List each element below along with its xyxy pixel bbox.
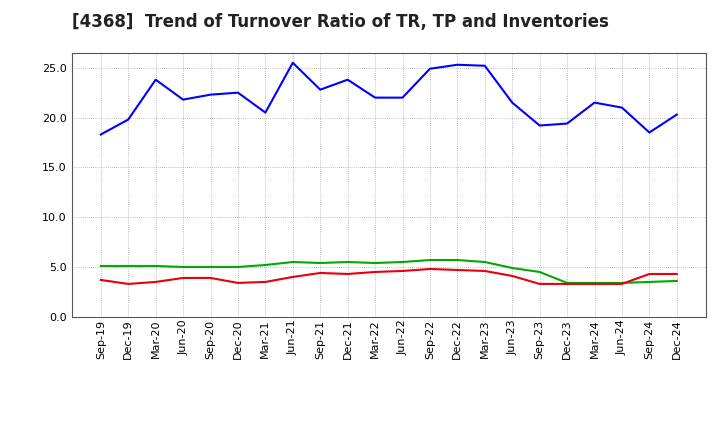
Trade Receivables — [233, 280, 242, 286]
Trade Receivables — [508, 273, 516, 279]
Inventories — [289, 259, 297, 264]
Trade Receivables — [124, 281, 132, 286]
Trade Payables — [261, 110, 270, 115]
Trade Receivables — [179, 275, 187, 281]
Line: Trade Payables: Trade Payables — [101, 63, 677, 135]
Trade Payables — [371, 95, 379, 100]
Trade Receivables — [480, 268, 489, 274]
Inventories — [179, 264, 187, 270]
Trade Payables — [645, 130, 654, 135]
Trade Receivables — [536, 281, 544, 286]
Trade Payables — [124, 117, 132, 122]
Trade Receivables — [206, 275, 215, 281]
Inventories — [618, 280, 626, 286]
Inventories — [426, 257, 434, 263]
Trade Payables — [398, 95, 407, 100]
Trade Payables — [233, 90, 242, 95]
Inventories — [371, 260, 379, 266]
Line: Inventories: Inventories — [101, 260, 677, 283]
Trade Receivables — [645, 271, 654, 277]
Trade Payables — [151, 77, 160, 82]
Trade Payables — [289, 60, 297, 66]
Trade Receivables — [289, 274, 297, 279]
Text: [4368]  Trend of Turnover Ratio of TR, TP and Inventories: [4368] Trend of Turnover Ratio of TR, TP… — [72, 13, 609, 31]
Trade Receivables — [563, 281, 572, 286]
Inventories — [563, 280, 572, 286]
Inventories — [233, 264, 242, 270]
Trade Receivables — [453, 268, 462, 273]
Inventories — [590, 280, 599, 286]
Inventories — [645, 279, 654, 285]
Trade Payables — [316, 87, 325, 92]
Trade Receivables — [426, 266, 434, 271]
Trade Receivables — [590, 281, 599, 286]
Trade Receivables — [316, 270, 325, 275]
Trade Receivables — [371, 269, 379, 275]
Inventories — [508, 265, 516, 271]
Trade Receivables — [261, 279, 270, 285]
Inventories — [96, 264, 105, 269]
Inventories — [261, 262, 270, 268]
Inventories — [151, 264, 160, 269]
Trade Payables — [453, 62, 462, 67]
Inventories — [206, 264, 215, 270]
Trade Receivables — [343, 271, 352, 277]
Trade Payables — [206, 92, 215, 97]
Trade Receivables — [618, 281, 626, 286]
Trade Payables — [508, 100, 516, 105]
Trade Payables — [590, 100, 599, 105]
Inventories — [316, 260, 325, 266]
Trade Payables — [536, 123, 544, 128]
Trade Receivables — [96, 277, 105, 282]
Trade Payables — [179, 97, 187, 102]
Trade Payables — [96, 132, 105, 137]
Inventories — [453, 257, 462, 263]
Trade Payables — [672, 112, 681, 117]
Inventories — [124, 264, 132, 269]
Trade Payables — [618, 105, 626, 110]
Inventories — [536, 269, 544, 275]
Trade Receivables — [151, 279, 160, 285]
Inventories — [343, 259, 352, 264]
Trade Payables — [426, 66, 434, 71]
Trade Receivables — [672, 271, 681, 277]
Inventories — [672, 278, 681, 283]
Line: Trade Receivables: Trade Receivables — [101, 269, 677, 284]
Inventories — [398, 259, 407, 264]
Trade Payables — [563, 121, 572, 126]
Trade Payables — [480, 63, 489, 68]
Inventories — [480, 259, 489, 264]
Trade Payables — [343, 77, 352, 82]
Trade Receivables — [398, 268, 407, 274]
